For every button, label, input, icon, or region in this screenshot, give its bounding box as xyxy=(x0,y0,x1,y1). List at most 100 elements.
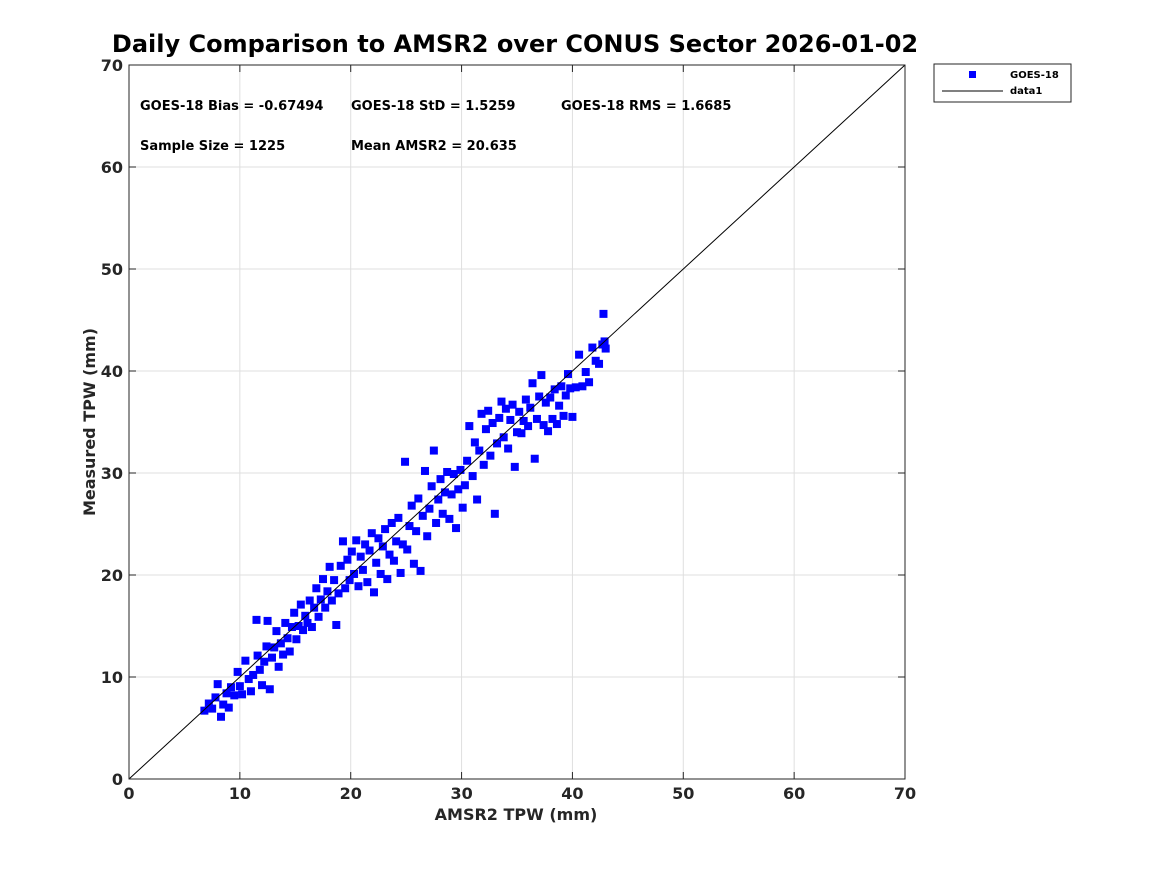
scatter-point xyxy=(255,665,264,674)
scatter-point xyxy=(287,623,296,632)
scatter-point xyxy=(310,603,319,612)
scatter-point xyxy=(425,504,434,513)
scatter-point xyxy=(561,391,570,400)
scatter-point xyxy=(265,685,274,694)
scatter-point xyxy=(532,414,541,423)
scatter-point xyxy=(367,529,376,538)
scatter-point xyxy=(270,643,279,652)
scatter-point xyxy=(568,412,577,421)
scatter-point xyxy=(330,576,339,585)
scatter-point xyxy=(319,575,327,584)
scatter-point xyxy=(510,462,519,471)
scatter-point xyxy=(418,511,427,520)
scatter-point xyxy=(493,439,502,448)
scatter-point xyxy=(517,429,526,438)
scatter-point xyxy=(283,634,292,643)
scatter-point xyxy=(383,575,392,584)
scatter-point xyxy=(213,680,222,689)
scatter-point xyxy=(211,693,220,702)
scatter-point xyxy=(238,690,247,699)
scatter-point xyxy=(294,622,303,630)
scatter-point xyxy=(274,662,283,671)
scatter-point xyxy=(358,565,367,574)
scatter-point xyxy=(262,642,271,651)
scatter-point xyxy=(327,596,336,605)
scatter-point xyxy=(420,466,429,475)
scatter-point xyxy=(414,494,423,503)
scatter-point xyxy=(473,495,482,504)
y-tick-label: 0 xyxy=(112,770,123,789)
scatter-point xyxy=(217,712,226,721)
scatter-point xyxy=(260,657,269,666)
scatter-point xyxy=(499,433,508,442)
scatter-point xyxy=(303,618,312,627)
scatter-point xyxy=(506,415,515,424)
legend-box xyxy=(933,63,1072,103)
scatter-point xyxy=(412,527,421,536)
scatter-point xyxy=(458,503,467,512)
scatter-point xyxy=(475,446,484,455)
scatter-point xyxy=(200,706,209,715)
scatter-point xyxy=(599,309,608,318)
scatter-point xyxy=(372,558,381,567)
scatter-point xyxy=(268,653,277,662)
scatter-point xyxy=(398,540,407,549)
scatter-point xyxy=(285,647,294,656)
scatter-point xyxy=(544,427,553,436)
scatter-point xyxy=(477,409,486,418)
scatter-point xyxy=(292,635,301,644)
scatter-point xyxy=(515,407,524,416)
scatter-point xyxy=(296,600,305,609)
scatter-point xyxy=(519,416,528,425)
x-tick-label: 20 xyxy=(340,784,362,803)
scatter-point xyxy=(595,359,604,368)
scatter-point xyxy=(508,400,517,409)
annotation-sample-size: Sample Size = 1225 xyxy=(140,139,285,154)
scatter-point xyxy=(541,398,550,407)
y-axis-label: Measured TPW (mm) xyxy=(80,328,99,516)
scatter-point xyxy=(299,626,308,635)
annotation-bias: GOES-18 Bias = -0.67494 xyxy=(140,99,323,114)
scatter-point xyxy=(352,536,361,545)
scatter-point xyxy=(385,550,394,559)
scatter-point xyxy=(403,545,412,554)
scatter-point xyxy=(513,428,521,437)
scatter-point xyxy=(460,481,469,490)
scatter-point xyxy=(465,422,474,431)
scatter-point xyxy=(392,537,401,546)
scatter-point xyxy=(537,371,546,380)
annotation-rms: GOES-18 RMS = 1.6685 xyxy=(561,99,731,114)
scatter-point xyxy=(336,561,345,570)
y-tick-label: 40 xyxy=(101,362,123,381)
scatter-point xyxy=(246,687,255,696)
scatter-point xyxy=(535,392,544,401)
scatter-point xyxy=(486,451,495,460)
scatter-point xyxy=(356,552,365,561)
scatter-point xyxy=(258,681,267,690)
scatter-point xyxy=(387,518,396,527)
scatter-point xyxy=(438,509,447,518)
scatter-point xyxy=(365,546,374,555)
scatter-point xyxy=(530,454,539,463)
scatter-point xyxy=(454,485,463,494)
annotation-std: GOES-18 StD = 1.5259 xyxy=(351,99,515,114)
scatter-point xyxy=(226,683,235,692)
scatter-point xyxy=(219,700,228,709)
scatter-point xyxy=(394,513,403,522)
scatter-point xyxy=(479,460,488,469)
scatter-point xyxy=(416,566,425,575)
x-tick-label: 30 xyxy=(450,784,472,803)
scatter-point xyxy=(204,699,213,708)
y-tick-label: 50 xyxy=(101,260,123,279)
scatter-point xyxy=(249,670,258,679)
scatter-point xyxy=(452,524,461,533)
scatter-point xyxy=(436,475,445,484)
y-tick-label: 20 xyxy=(101,566,123,585)
scatter-point xyxy=(347,547,356,556)
scatter-point xyxy=(526,403,535,412)
scatter-point xyxy=(272,627,281,636)
scatter-point xyxy=(588,343,597,352)
scatter-point xyxy=(550,385,559,394)
scatter-point xyxy=(233,667,242,676)
scatter-point xyxy=(369,588,378,597)
